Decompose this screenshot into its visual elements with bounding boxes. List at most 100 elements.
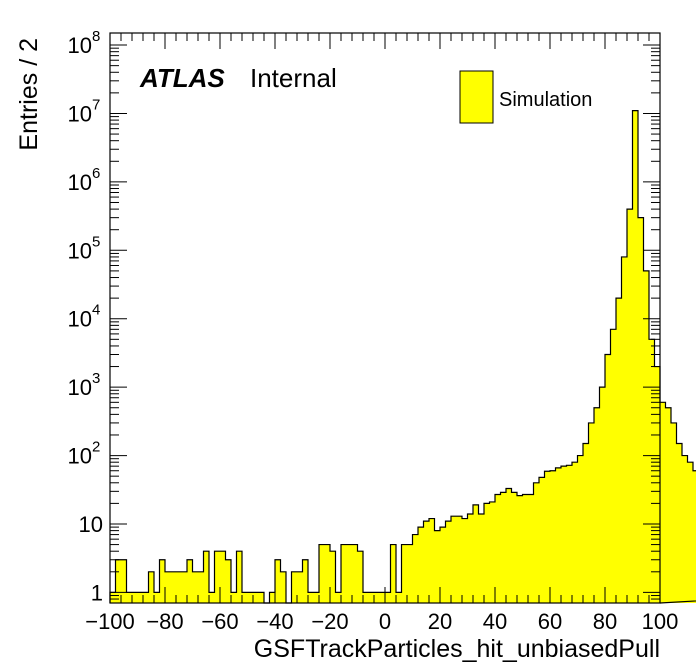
- histogram-bar: [236, 551, 242, 603]
- x-tick-label: 40: [483, 609, 507, 634]
- y-tick-exponent: 5: [92, 233, 100, 250]
- histogram-bar: [368, 592, 374, 603]
- histogram-bar: [638, 217, 644, 603]
- histogram-bar: [396, 592, 402, 603]
- histogram-bar: [231, 592, 237, 603]
- histogram-bar: [181, 571, 187, 603]
- histogram-bar: [363, 592, 369, 603]
- y-tick-exponent: 2: [92, 439, 100, 456]
- y-tick-exponent: 7: [92, 96, 100, 113]
- y-tick-label: 10: [68, 444, 92, 469]
- x-tick-label: −100: [85, 609, 135, 634]
- histogram-bar: [665, 407, 671, 603]
- histogram-bar: [643, 270, 649, 603]
- histogram-bar: [412, 534, 418, 603]
- histogram-outline: [109, 110, 696, 604]
- histogram-bar: [214, 551, 220, 603]
- legend-label: Simulation: [499, 89, 592, 111]
- histogram-bar: [627, 209, 633, 603]
- histogram-bar: [269, 592, 275, 603]
- histogram-bar: [357, 551, 363, 603]
- histogram-bar: [291, 571, 297, 603]
- histogram-bar: [374, 592, 380, 603]
- histogram-bar: [522, 494, 528, 603]
- y-tick-label: 10: [68, 170, 92, 195]
- histogram-bar: [682, 455, 688, 603]
- histogram-bar: [528, 494, 534, 603]
- histogram-bar: [308, 592, 314, 603]
- histogram-bar: [407, 544, 413, 603]
- histogram-bar: [170, 571, 176, 603]
- histogram-bar: [110, 592, 116, 603]
- histogram-bar: [478, 513, 484, 603]
- histogram-bar: [495, 494, 501, 603]
- x-tick-label: 0: [379, 609, 391, 634]
- histogram-bar: [313, 592, 319, 603]
- histogram-bar: [671, 422, 677, 603]
- histogram-bar: [434, 530, 440, 603]
- histogram-bar: [385, 592, 391, 603]
- histogram-bar: [616, 298, 622, 603]
- histogram-bar: [165, 571, 171, 603]
- histogram-bar: [423, 521, 429, 603]
- histogram-bar: [341, 544, 347, 603]
- histogram-bar: [253, 592, 259, 603]
- y-tick-exponent: 8: [92, 28, 100, 45]
- histogram-bar: [539, 477, 545, 603]
- histogram-bar: [660, 402, 666, 603]
- histogram-bar: [379, 592, 385, 603]
- histogram-bar: [187, 559, 193, 603]
- histogram-bar: [346, 544, 352, 603]
- histogram-bar: [594, 407, 600, 603]
- y-tick-label: 10: [68, 375, 92, 400]
- histogram-bar: [599, 387, 605, 603]
- histogram-bar: [451, 516, 457, 603]
- histogram-bars: [109, 110, 696, 604]
- histogram-bar: [159, 559, 165, 603]
- histogram-bar: [484, 503, 490, 603]
- x-tick-label: −20: [311, 609, 348, 634]
- histogram-bar: [176, 571, 182, 603]
- histogram-bar: [566, 465, 572, 603]
- histogram-bar: [154, 592, 160, 603]
- y-tick-label: 10: [68, 238, 92, 263]
- internal-label: Internal: [250, 63, 337, 93]
- x-tick-label: 100: [642, 609, 679, 634]
- histogram-bar: [456, 516, 462, 603]
- histogram-bar: [143, 592, 149, 603]
- histogram-bar: [588, 422, 594, 603]
- x-axis-label: GSFTrackParticles_hit_unbiasedPull: [254, 635, 660, 663]
- histogram-bar: [687, 462, 693, 603]
- histogram-bar: [473, 504, 479, 603]
- histogram-bar: [572, 462, 578, 603]
- histogram-bar: [302, 559, 308, 603]
- histogram-bar: [225, 559, 231, 603]
- y-tick-label: 10: [68, 101, 92, 126]
- histogram-bar: [577, 455, 583, 603]
- histogram-bar: [126, 592, 132, 603]
- histogram-bar: [132, 592, 138, 603]
- histogram-bar: [693, 470, 696, 603]
- histogram-bar: [280, 571, 286, 603]
- y-tick-label: 10: [79, 512, 103, 537]
- atlas-label: ATLAS: [139, 63, 225, 93]
- x-tick-label: 20: [428, 609, 452, 634]
- histogram-bar: [632, 110, 638, 603]
- x-tick-label: −40: [256, 609, 293, 634]
- axis-ticks: [109, 33, 661, 603]
- histogram-bar: [220, 551, 226, 603]
- histogram-bar: [467, 513, 473, 603]
- histogram-bar: [506, 488, 512, 603]
- y-tick-label: 10: [68, 33, 92, 58]
- histogram-bar: [605, 354, 611, 603]
- histogram-bar: [610, 329, 616, 603]
- y-tick-label: 10: [68, 307, 92, 332]
- histogram-bar: [247, 592, 253, 603]
- histogram-bar: [489, 501, 495, 603]
- y-tick-exponent: 4: [92, 302, 100, 319]
- histogram-bar: [500, 492, 506, 603]
- legend-swatch: [459, 70, 494, 124]
- x-tick-label: −80: [146, 609, 183, 634]
